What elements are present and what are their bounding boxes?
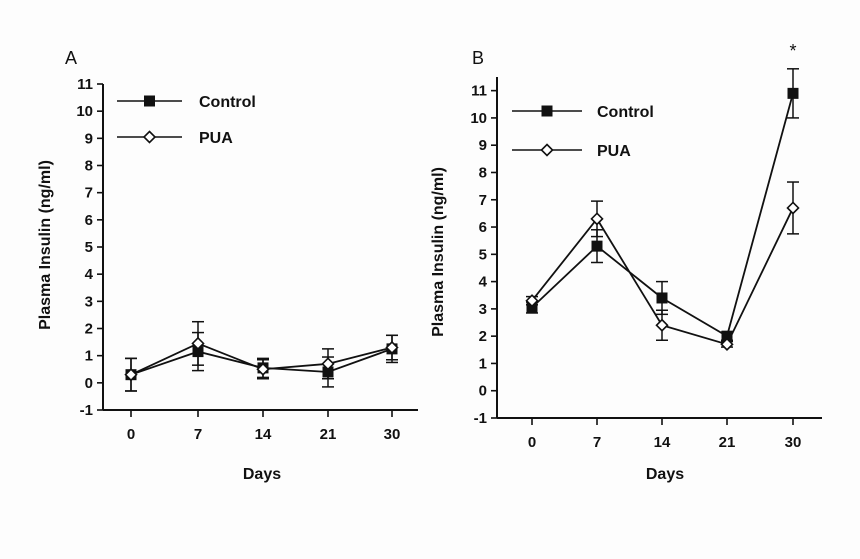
y-axis-title-a: Plasma Insulin (ng/ml): [37, 160, 54, 330]
y-tick-label-a: 11: [77, 76, 93, 93]
y-tick-label-a: -1: [80, 402, 93, 419]
data-point-pua-a: [191, 336, 205, 351]
data-point-pua-b: [720, 337, 734, 351]
legend-a: Control PUA: [117, 94, 256, 147]
x-axis-title-b: Days: [646, 466, 684, 483]
plot-area-a: [124, 320, 399, 392]
y-tick-label-a: 5: [85, 239, 93, 256]
axes-a: [97, 83, 418, 417]
data-point-control-b: [526, 302, 538, 314]
y-tick-label-b: 4: [479, 274, 488, 291]
y-tick-label-a: 4: [85, 266, 94, 283]
y-tick-label-b: 11: [471, 83, 487, 100]
x-tick-label-a: 21: [320, 426, 337, 443]
y-tick-label-b: 8: [479, 164, 487, 181]
legend-marker-a: [144, 95, 155, 107]
y-tick-label-a: 9: [85, 130, 93, 147]
x-axis-title-a: Days: [243, 466, 281, 483]
panel-a: A Days Plasma Insulin (ng/ml) -1 0 1 2 3…: [37, 48, 418, 483]
y-tick-label-a: 8: [85, 158, 93, 175]
x-tick-label-a: 14: [255, 426, 272, 443]
data-point-pua-a: [256, 362, 270, 376]
data-point-control-a: [322, 366, 334, 378]
data-point-control-b: [721, 330, 733, 342]
legend-marker-a: [142, 130, 157, 144]
y-tick-label-b: 2: [479, 328, 487, 345]
x-tick-label-b: 30: [785, 434, 802, 451]
x-tick-label-a: 30: [384, 426, 401, 443]
legend-b: Control PUA: [512, 104, 654, 160]
panel-label-a: A: [65, 48, 77, 68]
x-tick-label-a: 0: [127, 426, 135, 443]
significance-marker-day30-b: *: [789, 41, 796, 61]
data-point-pua-b: [655, 318, 669, 332]
y-tick-label-b: 1: [479, 355, 487, 372]
y-axis-title-b: Plasma Insulin (ng/ml): [430, 167, 447, 337]
y-tick-label-b: 6: [479, 219, 487, 236]
data-point-control-b: [656, 292, 668, 304]
x-tick-label-b: 14: [654, 434, 671, 451]
x-tick-label-b: 0: [528, 434, 536, 451]
axes-b: [491, 77, 822, 425]
x-tick-label-a: 7: [194, 426, 202, 443]
x-tick-label-b: 21: [719, 434, 736, 451]
y-tick-label-a: 3: [85, 293, 93, 310]
y-tick-label-b: 7: [479, 192, 487, 209]
data-point-pua-b: [786, 201, 800, 215]
x-tick-label-b: 7: [593, 434, 601, 451]
legend-label-control-a: Control: [199, 94, 256, 111]
y-tick-label-b: 9: [479, 137, 487, 154]
legend-marker-b: [540, 143, 554, 157]
legend-label-pua-b: PUA: [597, 143, 631, 160]
panel-b: B Days Plasma Insulin (ng/ml) -1 0 1 2 3…: [430, 41, 822, 483]
y-tick-label-b: 0: [479, 383, 487, 400]
legend-label-pua-a: PUA: [199, 130, 233, 147]
y-tick-label-b: 5: [479, 246, 487, 263]
data-point-pua-a: [124, 368, 138, 382]
legend-marker-b: [541, 105, 553, 117]
data-point-pua-a: [385, 340, 399, 355]
data-point-control-b: [591, 240, 603, 252]
plot-area-b: [525, 68, 800, 351]
y-tick-label-a: 1: [85, 348, 93, 365]
y-tick-label-a: 10: [76, 103, 93, 120]
y-tick-label-b: 10: [470, 110, 487, 127]
y-tick-label-b: -1: [474, 410, 487, 427]
y-tick-label-a: 0: [85, 375, 93, 392]
data-point-control-a: [192, 346, 204, 358]
y-tick-label-a: 2: [85, 321, 93, 338]
data-point-control-b: [787, 87, 799, 99]
legend-label-control-b: Control: [597, 104, 654, 121]
y-tick-label-b: 3: [479, 301, 487, 318]
data-point-pua-a: [321, 357, 335, 371]
y-tick-label-a: 6: [85, 212, 93, 229]
y-tick-label-a: 7: [85, 185, 93, 202]
data-point-pua-b: [525, 294, 539, 308]
panel-label-b: B: [472, 48, 484, 68]
data-point-pua-b: [590, 212, 604, 226]
